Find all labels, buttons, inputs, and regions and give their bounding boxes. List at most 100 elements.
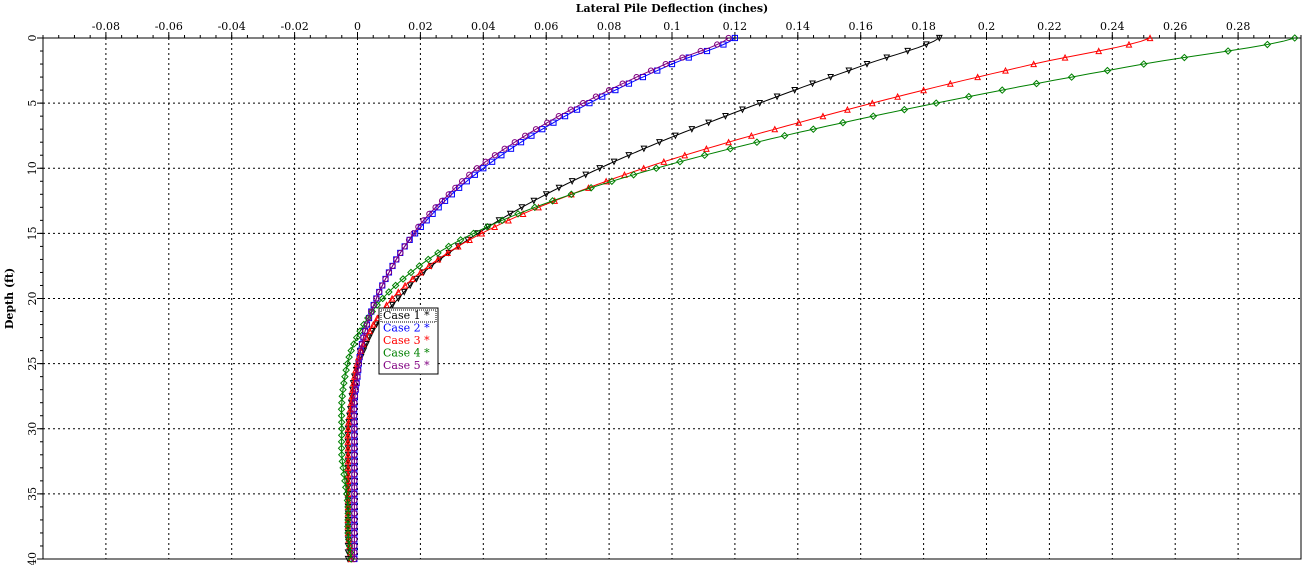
- data-point: [339, 464, 347, 472]
- data-point: [389, 301, 396, 309]
- data-point: [340, 470, 348, 479]
- data-point: [359, 320, 368, 329]
- data-point: [703, 144, 710, 152]
- data-point: [1125, 40, 1133, 48]
- data-point: [530, 197, 538, 205]
- data-point: [353, 359, 361, 367]
- data-point: [409, 275, 416, 283]
- data-point: [355, 360, 362, 367]
- data-point: [725, 34, 732, 42]
- data-point: [438, 197, 446, 204]
- x-tick-label: 0.2: [978, 20, 996, 33]
- data-point: [338, 392, 347, 400]
- data-point: [1032, 79, 1041, 88]
- data-point: [539, 126, 546, 133]
- data-point: [555, 113, 562, 120]
- y-tick-label: 40: [26, 552, 39, 565]
- data-point: [869, 112, 878, 120]
- data-point: [394, 295, 402, 303]
- data-point: [363, 321, 371, 328]
- data-point: [586, 100, 593, 107]
- data-point: [819, 112, 827, 120]
- data-point: [347, 346, 356, 355]
- data-point: [610, 158, 618, 166]
- data-point: [355, 367, 362, 374]
- data-point: [725, 138, 733, 146]
- data-point: [1263, 40, 1272, 49]
- x-tick-label: -0.06: [155, 20, 183, 33]
- data-point: [351, 477, 358, 484]
- data-point: [507, 145, 515, 152]
- data-point: [339, 385, 347, 394]
- data-point: [640, 145, 648, 153]
- data-point: [672, 132, 679, 140]
- data-point: [965, 92, 973, 101]
- data-point: [434, 255, 442, 263]
- data-point: [362, 333, 370, 341]
- x-tick-label: 0.08: [597, 20, 622, 33]
- data-point: [346, 412, 353, 419]
- data-point: [351, 399, 358, 406]
- data-point: [894, 92, 902, 100]
- x-tick-label: 0: [354, 20, 361, 33]
- y-tick-label: 0: [26, 35, 39, 42]
- chart-title: Lateral Pile Deflection (inches): [576, 2, 768, 15]
- data-point: [399, 275, 407, 283]
- data-point: [567, 106, 574, 113]
- legend-item: Case 2 *: [383, 322, 430, 335]
- data-point: [530, 203, 539, 212]
- data-point: [495, 217, 503, 225]
- data-point: [376, 288, 383, 296]
- data-point: [368, 307, 377, 316]
- data-point: [406, 282, 414, 290]
- data-point: [608, 177, 616, 186]
- data-point: [343, 359, 352, 368]
- x-tick-label: 0.26: [1163, 20, 1188, 33]
- data-point: [400, 288, 408, 296]
- data-point: [726, 144, 735, 153]
- data-point: [1095, 47, 1103, 55]
- y-axis-label: Depth (ft): [3, 268, 16, 329]
- data-point: [498, 152, 505, 159]
- data-point: [352, 333, 361, 342]
- data-point: [844, 105, 851, 113]
- legend-item: Case 3 *: [383, 334, 430, 347]
- y-tick-label: 20: [26, 292, 39, 306]
- data-point: [498, 216, 506, 225]
- data-point: [528, 132, 535, 139]
- data-point: [347, 555, 356, 563]
- data-point: [401, 281, 409, 289]
- y-tick-label: 15: [26, 226, 39, 240]
- data-point: [444, 249, 452, 257]
- data-point: [619, 80, 626, 87]
- data-point: [397, 249, 404, 257]
- x-tick-label: -0.02: [280, 20, 308, 33]
- data-point: [555, 184, 563, 192]
- x-tick-label: 0.06: [534, 20, 559, 33]
- x-tick-label: 0.14: [786, 20, 811, 33]
- data-point: [341, 477, 349, 485]
- data-point: [771, 125, 779, 133]
- data-point: [344, 431, 352, 439]
- data-point: [344, 438, 352, 445]
- data-point: [444, 242, 453, 251]
- data-point: [351, 406, 358, 413]
- data-point: [351, 490, 358, 497]
- data-point: [452, 184, 459, 191]
- y-axis-ticks: 0 5 10 15 20 25 30 35 40: [26, 35, 43, 565]
- legend-focus-outline: [380, 309, 437, 323]
- data-point: [344, 457, 352, 465]
- data-point: [1146, 34, 1154, 42]
- x-axis-ticks: -0.08 -0.06 -0.04 -0.02 0 0.02 0.04 0.06 0.08 0.1…: [42, 20, 1302, 38]
- data-point: [456, 184, 463, 191]
- data-point: [351, 497, 358, 504]
- data-point: [505, 216, 512, 224]
- x-tick-label: -0.08: [92, 20, 120, 33]
- data-point: [625, 152, 633, 159]
- data-point: [434, 249, 442, 257]
- data-point: [338, 457, 347, 466]
- data-point: [340, 379, 348, 387]
- data-point: [466, 171, 473, 178]
- data-point: [532, 126, 540, 133]
- data-point: [780, 131, 789, 140]
